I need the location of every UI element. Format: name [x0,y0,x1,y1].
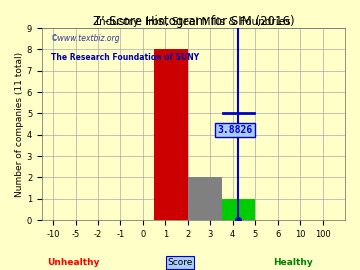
Text: Unhealthy: Unhealthy [47,258,99,267]
Text: 3.8826: 3.8826 [217,125,253,135]
Text: Healthy: Healthy [274,258,313,267]
Text: ©www.textbiz.org: ©www.textbiz.org [51,34,121,43]
Bar [188,177,221,220]
Text: Score: Score [167,258,193,267]
Bar [154,49,188,220]
Text: The Research Foundation of SUNY: The Research Foundation of SUNY [51,53,199,62]
Text: Industry: Iron, Steel Mills & Foundries: Industry: Iron, Steel Mills & Foundries [96,17,291,27]
Title: Z’-Score Histogram for SIM (2016): Z’-Score Histogram for SIM (2016) [93,15,294,28]
Y-axis label: Number of companies (11 total): Number of companies (11 total) [15,52,24,197]
Bar [221,199,255,220]
